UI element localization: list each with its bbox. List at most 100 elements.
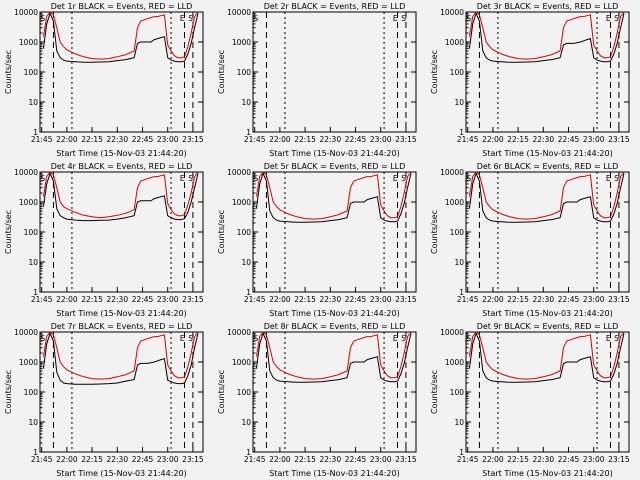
y-axis-label: Counts/sec <box>430 210 439 254</box>
event-marker-label: S <box>40 14 45 23</box>
x-tick-label: 23:00 <box>157 295 179 304</box>
x-axis-label: Start Time (15-Nov-03 21:44:20) <box>56 469 186 478</box>
y-tick-label: 100 <box>24 228 39 237</box>
event-marker-label: S <box>466 14 471 23</box>
detector-chart-8: Det 8r BLACK = Events, RED = LLD 1 10 100 10… <box>217 322 417 478</box>
event-marker-label: S <box>614 174 619 183</box>
x-tick-label: 23:15 <box>395 295 417 304</box>
x-tick-label: 22:30 <box>532 455 554 464</box>
plot-frame <box>465 171 630 293</box>
y-tick-label: 10000 <box>14 328 38 337</box>
chart-title: Det 2r BLACK = Events, RED = LLD <box>264 2 406 11</box>
event-marker-label: E <box>606 334 611 343</box>
event-marker-label: E <box>180 14 185 23</box>
lld-series-line <box>42 171 199 219</box>
y-tick-label: 10 <box>241 98 251 107</box>
detector-chart-5: Det 5r BLACK = Events, RED = LLD 1 10 100 10… <box>217 162 417 318</box>
detector-chart-1: Det 1r BLACK = Events, RED = LLD 1 10 100 10… <box>4 2 204 158</box>
y-tick-label: 10000 <box>440 168 464 177</box>
y-tick-label: 1000 <box>19 198 38 207</box>
event-marker-label: S <box>466 174 471 183</box>
chart-title: Det 1r BLACK = Events, RED = LLD <box>51 2 193 11</box>
y-tick-label: 1 <box>246 128 251 137</box>
x-tick-label: 22:15 <box>81 295 103 304</box>
x-tick-label: 22:15 <box>507 455 529 464</box>
x-axis-label: Start Time (15-Nov-03 21:44:20) <box>56 149 186 158</box>
x-tick-label: 21:45 <box>244 135 266 144</box>
y-tick-label: 100 <box>237 68 252 77</box>
events-series-line <box>255 171 412 223</box>
lld-series-line <box>468 331 625 380</box>
x-tick-label: 23:00 <box>370 295 392 304</box>
x-tick-label: 23:00 <box>157 135 179 144</box>
events-series-line <box>468 331 625 383</box>
events-series-line <box>255 331 412 383</box>
plot-frame <box>39 171 204 293</box>
x-tick-label: 23:15 <box>608 455 630 464</box>
y-tick-label: 10000 <box>440 328 464 337</box>
y-tick-label: 1000 <box>445 198 464 207</box>
y-axis-label: Counts/sec <box>430 370 439 414</box>
events-series-line <box>468 11 625 63</box>
y-tick-label: 10 <box>241 258 251 267</box>
chart-title: Det 5r BLACK = Events, RED = LLD <box>264 162 406 171</box>
x-tick-label: 21:45 <box>457 295 479 304</box>
lld-series-line <box>42 331 199 380</box>
y-tick-label: 1 <box>33 448 38 457</box>
y-tick-label: 100 <box>24 68 39 77</box>
detector-chart-7: Det 7r BLACK = Events, RED = LLD 1 10 100 10… <box>4 322 204 478</box>
y-tick-label: 1 <box>459 448 464 457</box>
x-tick-label: 21:45 <box>31 135 53 144</box>
y-axis-label: Counts/sec <box>4 50 13 94</box>
x-tick-label: 22:45 <box>132 295 154 304</box>
y-tick-label: 10 <box>454 418 464 427</box>
event-marker-label: E <box>180 174 185 183</box>
x-tick-label: 22:30 <box>319 135 341 144</box>
plot-frame <box>39 331 204 453</box>
x-tick-label: 22:00 <box>56 135 78 144</box>
x-axis-label: Start Time (15-Nov-03 21:44:20) <box>482 149 612 158</box>
y-tick-label: 100 <box>450 68 465 77</box>
x-tick-label: 23:15 <box>182 295 204 304</box>
x-tick-label: 22:30 <box>106 295 128 304</box>
x-tick-label: 21:45 <box>457 455 479 464</box>
detector-chart-9: Det 9r BLACK = Events, RED = LLD 1 10 100 10… <box>430 322 630 478</box>
event-marker-label: S <box>466 334 471 343</box>
x-axis-label: Start Time (15-Nov-03 21:44:20) <box>482 469 612 478</box>
event-marker-label: S <box>401 14 406 23</box>
x-tick-label: 22:00 <box>482 135 504 144</box>
plot-frame <box>252 171 417 293</box>
x-tick-label: 22:30 <box>532 135 554 144</box>
x-tick-label: 22:00 <box>56 295 78 304</box>
y-tick-label: 1 <box>33 288 38 297</box>
chart-title: Det 9r BLACK = Events, RED = LLD <box>477 322 619 331</box>
x-tick-label: 22:30 <box>319 295 341 304</box>
x-tick-label: 22:15 <box>507 135 529 144</box>
event-marker-label: S <box>40 334 45 343</box>
x-tick-label: 21:45 <box>244 295 266 304</box>
x-tick-label: 23:00 <box>583 455 605 464</box>
x-tick-label: 23:00 <box>583 295 605 304</box>
plot-frame <box>252 11 417 133</box>
plot-frame <box>465 331 630 453</box>
x-tick-label: 22:45 <box>558 295 580 304</box>
event-marker-label: E <box>393 174 398 183</box>
detector-chart-3: Det 3r BLACK = Events, RED = LLD 1 10 100 10… <box>430 2 630 158</box>
x-tick-label: 21:45 <box>31 295 53 304</box>
x-tick-label: 22:15 <box>81 135 103 144</box>
event-marker-label: E <box>606 174 611 183</box>
y-tick-label: 10000 <box>14 168 38 177</box>
x-tick-label: 22:15 <box>294 135 316 144</box>
chart-title: Det 6r BLACK = Events, RED = LLD <box>477 162 619 171</box>
x-axis-label: Start Time (15-Nov-03 21:44:20) <box>56 309 186 318</box>
y-axis-label: Counts/sec <box>4 370 13 414</box>
event-marker-label: S <box>253 334 258 343</box>
y-tick-label: 10 <box>28 98 38 107</box>
y-axis-label: Counts/sec <box>430 50 439 94</box>
y-tick-label: 1000 <box>445 38 464 47</box>
x-tick-label: 22:15 <box>294 295 316 304</box>
event-marker-label: S <box>401 334 406 343</box>
x-tick-label: 23:15 <box>395 455 417 464</box>
y-tick-label: 100 <box>24 388 39 397</box>
x-tick-label: 23:00 <box>583 135 605 144</box>
